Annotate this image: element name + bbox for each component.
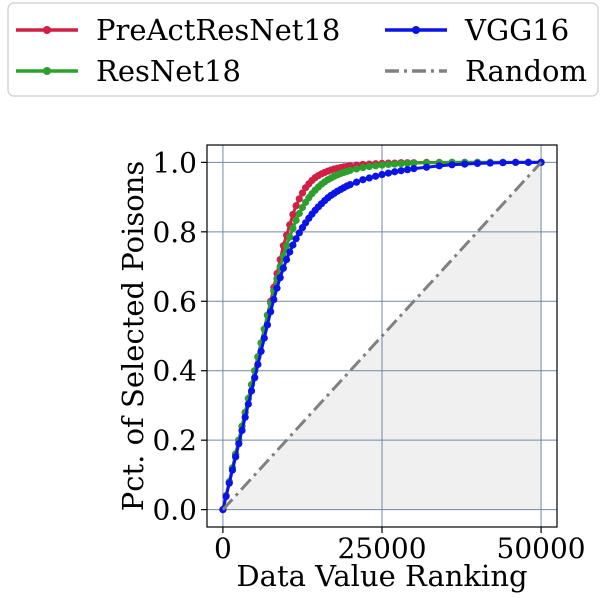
data-point-vgg16 — [238, 426, 246, 435]
data-point-vgg16 — [473, 159, 482, 168]
data-point-resnet18 — [359, 163, 367, 172]
data-point-vgg16 — [241, 413, 249, 421]
data-point-vgg16 — [257, 347, 265, 355]
data-point-vgg16 — [410, 165, 418, 173]
data-point-vgg16 — [391, 168, 399, 176]
y-tick-label-5: 1.0 — [152, 146, 197, 179]
data-point-vgg16 — [512, 158, 520, 166]
data-point-resnet18 — [289, 224, 297, 232]
x-tick-label-2: 50000 — [497, 532, 586, 565]
legend-label-random: Random — [465, 54, 587, 88]
data-point-vgg16 — [295, 229, 303, 237]
data-point-vgg16 — [499, 159, 507, 167]
data-point-vgg16 — [422, 163, 431, 171]
data-point-vgg16 — [273, 284, 281, 292]
data-point-vgg16 — [365, 174, 373, 182]
y-tick-label-0: 0.0 — [152, 494, 197, 527]
data-point-vgg16 — [292, 235, 300, 243]
series-line-random — [221, 161, 543, 511]
data-point-resnet18 — [352, 165, 361, 173]
axes-labels: Data Value Ranking Pct. of Selected Pois… — [116, 161, 528, 593]
data-point-vgg16 — [352, 178, 361, 186]
data-point-vgg16 — [247, 387, 256, 395]
y-tick-label-2: 0.4 — [152, 355, 197, 388]
data-point-vgg16 — [270, 295, 278, 304]
data-point-vgg16 — [235, 440, 243, 448]
legend: PreActResNet18 ResNet18 VGG16 Random — [7, 2, 599, 97]
data-point-vgg16 — [448, 161, 456, 169]
data-point-preactresnet18 — [292, 202, 300, 210]
x-tick-label-0: 0 — [214, 532, 232, 565]
y-tick-label-4: 0.8 — [152, 216, 197, 249]
data-point-vgg16 — [232, 453, 240, 461]
legend-label-resnet18: ResNet18 — [96, 54, 241, 88]
data-point-resnet18 — [282, 242, 291, 250]
series-markers-vgg16 — [219, 158, 545, 514]
data-point-vgg16 — [225, 479, 233, 487]
data-point-vgg16 — [228, 466, 237, 474]
data-point-vgg16 — [267, 308, 275, 316]
data-point-vgg16 — [372, 172, 380, 180]
data-point-vgg16 — [282, 256, 291, 264]
legend-box — [7, 2, 599, 97]
y-axis-label: Pct. of Selected Poisons — [116, 161, 150, 512]
data-point-resnet18 — [391, 160, 399, 168]
data-point-vgg16 — [279, 264, 287, 272]
data-point-resnet18 — [346, 166, 354, 174]
data-point-resnet18 — [397, 160, 405, 168]
data-point-vgg16 — [254, 360, 262, 369]
data-point-vgg16 — [244, 400, 252, 408]
data-point-vgg16 — [403, 166, 412, 174]
data-point-vgg16 — [346, 180, 354, 189]
data-point-preactresnet18 — [289, 210, 297, 219]
data-point-resnet18 — [410, 159, 418, 167]
data-point-resnet18 — [378, 161, 386, 169]
data-point-resnet18 — [292, 216, 300, 224]
data-point-vgg16 — [251, 374, 259, 382]
y-tick-label-3: 0.6 — [152, 285, 197, 318]
data-point-vgg16 — [222, 492, 230, 501]
data-point-vgg16 — [260, 334, 268, 342]
legend-marker-resnet18 — [43, 67, 51, 75]
data-point-vgg16 — [384, 169, 392, 177]
data-point-preactresnet18 — [298, 189, 307, 197]
data-point-vgg16 — [378, 170, 386, 179]
data-point-vgg16 — [286, 248, 294, 256]
data-point-vgg16 — [435, 162, 443, 170]
data-point-vgg16 — [263, 321, 272, 329]
x-axis-label: Data Value Ranking — [236, 559, 527, 593]
data-point-preactresnet18 — [295, 195, 303, 203]
data-point-resnet18 — [298, 203, 307, 212]
data-point-resnet18 — [403, 159, 412, 168]
data-point-vgg16 — [524, 158, 532, 166]
legend-marker-preactresnet18 — [43, 26, 51, 34]
plot-area: 0 25000 50000 0.0 0.2 0.4 0.6 0.8 1.0 — [152, 144, 586, 565]
legend-label-preactresnet18: PreActResNet18 — [96, 13, 340, 47]
data-point-resnet18 — [384, 160, 392, 169]
data-point-vgg16 — [397, 167, 405, 175]
data-point-resnet18 — [295, 209, 303, 218]
legend-marker-vgg16 — [412, 26, 420, 34]
data-point-vgg16 — [486, 159, 494, 167]
data-point-resnet18 — [286, 233, 294, 241]
data-point-resnet18 — [372, 162, 380, 170]
data-point-vgg16 — [461, 160, 469, 168]
y-tick-label-1: 0.2 — [152, 424, 197, 457]
data-point-resnet18 — [365, 162, 373, 171]
x-tick-label-1: 25000 — [337, 532, 426, 565]
legend-label-vgg16: VGG16 — [464, 13, 569, 47]
data-point-vgg16 — [359, 176, 367, 184]
data-point-vgg16 — [276, 274, 284, 282]
data-point-vgg16 — [289, 241, 297, 249]
